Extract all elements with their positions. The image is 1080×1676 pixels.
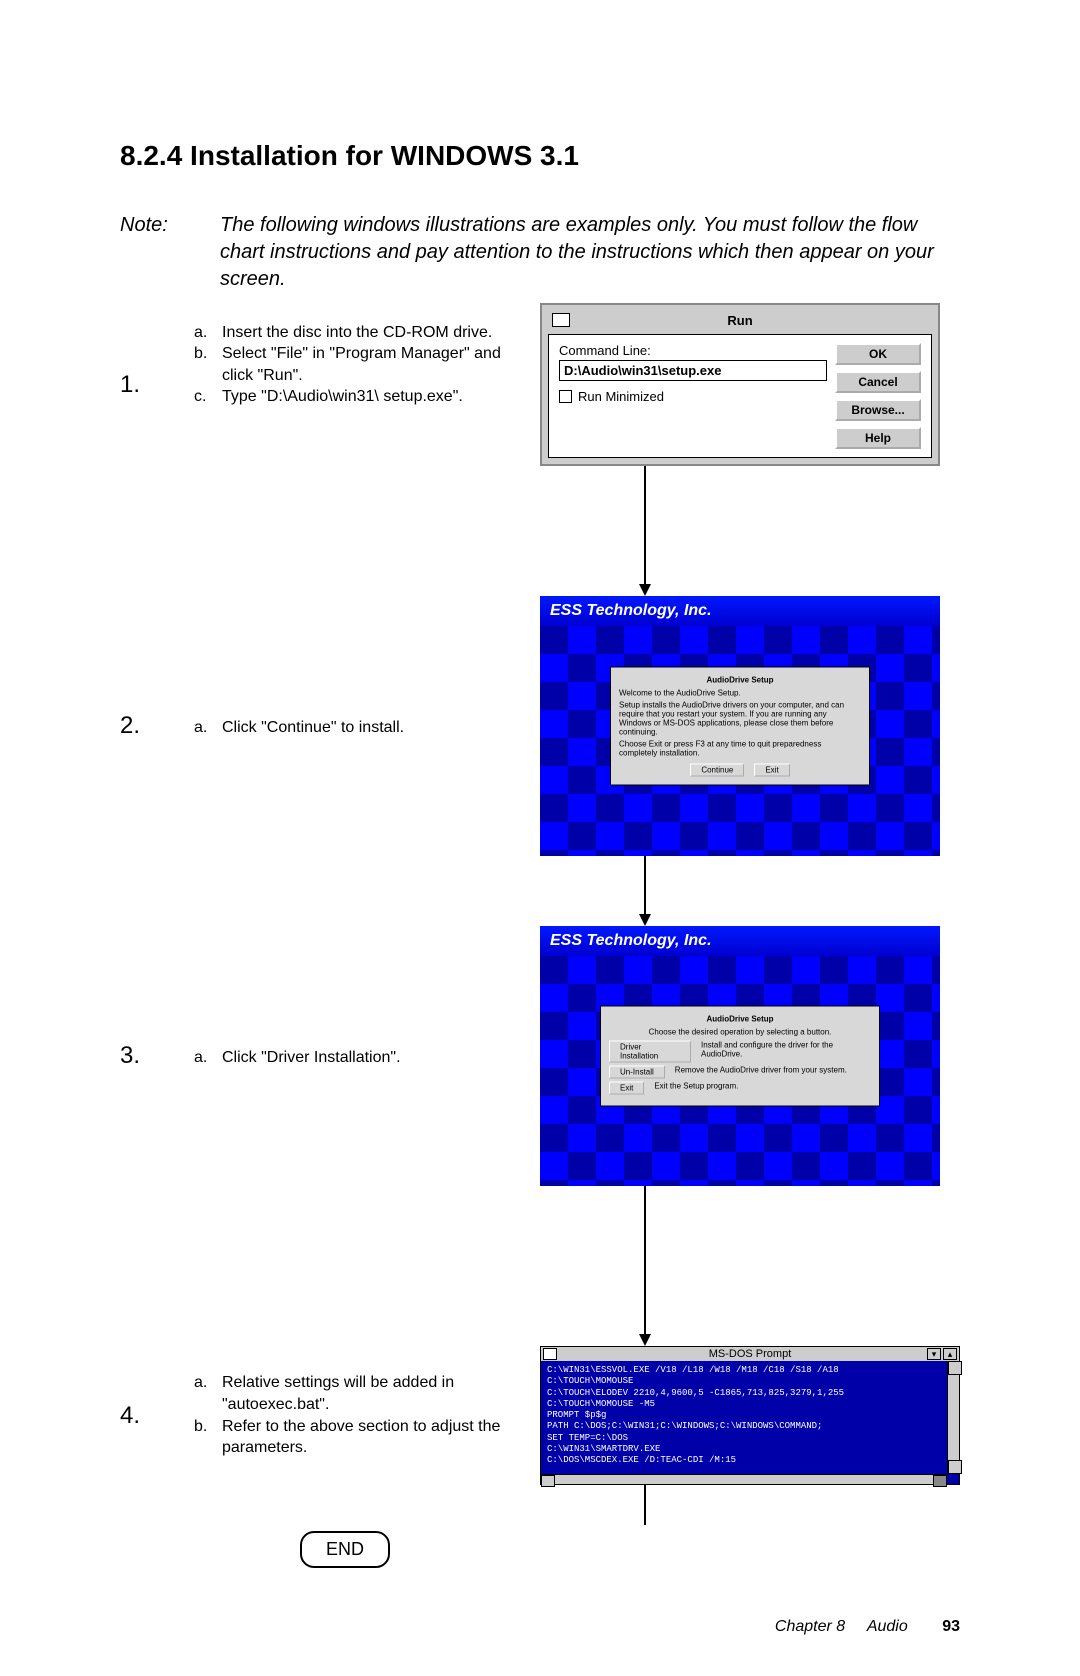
step-number: 2. <box>120 596 160 856</box>
note-label: Note: <box>120 212 190 293</box>
command-line-label: Command Line: <box>559 343 827 358</box>
connector <box>330 1485 960 1525</box>
sysmenu-icon[interactable] <box>552 313 570 327</box>
maximize-icon[interactable]: ▴ <box>943 1348 957 1360</box>
minimize-icon[interactable]: ▾ <box>927 1348 941 1360</box>
section-title: 8.2.4 Installation for WINDOWS 3.1 <box>120 140 960 172</box>
connector <box>330 1186 960 1346</box>
step-4-box: a.Relative settings will be added in "au… <box>180 1360 520 1470</box>
connector <box>330 466 960 596</box>
run-minimized-checkbox[interactable] <box>559 390 572 403</box>
ess-dialog-2: AudioDrive Setup Choose the desired oper… <box>600 1006 880 1107</box>
ess-setup-screenshot-1: ESS Technology, Inc. AudioDrive Setup We… <box>540 596 940 856</box>
browse-button[interactable]: Browse... <box>835 399 921 421</box>
step-number: 1. <box>120 303 160 466</box>
horizontal-scrollbar[interactable] <box>541 1474 947 1484</box>
sysmenu-icon[interactable] <box>543 1348 557 1360</box>
driver-installation-button[interactable]: Driver Installation <box>609 1041 691 1063</box>
uninstall-button[interactable]: Un-Install <box>609 1066 665 1079</box>
page-footer: Chapter 8 Audio 93 <box>120 1618 960 1636</box>
note-text: The following windows illustrations are … <box>220 212 960 293</box>
step-1-box: a.Insert the disc into the CD-ROM drive.… <box>180 310 520 460</box>
command-line-input[interactable]: D:\Audio\win31\setup.exe <box>559 360 827 381</box>
step-number: 4. <box>120 1346 160 1485</box>
exit-button[interactable]: Exit <box>609 1082 644 1095</box>
step-3-box: a.Click "Driver Installation". <box>180 1031 520 1081</box>
step-number: 3. <box>120 926 160 1186</box>
continue-button[interactable]: Continue <box>690 764 744 777</box>
run-minimized-label: Run Minimized <box>578 389 664 404</box>
dos-output: C:\WIN31\ESSVOL.EXE /V18 /L18 /W18 /M18 … <box>541 1361 959 1484</box>
dos-prompt: MS-DOS Prompt▾▴ C:\WIN31\ESSVOL.EXE /V18… <box>540 1346 960 1485</box>
step-2-box: a.Click "Continue" to install. <box>180 701 520 751</box>
run-dialog: Run Command Line: D:\Audio\win31\setup.e… <box>540 303 940 466</box>
vertical-scrollbar[interactable] <box>947 1361 959 1474</box>
ok-button[interactable]: OK <box>835 343 921 365</box>
cancel-button[interactable]: Cancel <box>835 371 921 393</box>
exit-button[interactable]: Exit <box>754 764 789 777</box>
ess-setup-screenshot-2: ESS Technology, Inc. AudioDrive Setup Ch… <box>540 926 940 1186</box>
flowchart: 1. a.Insert the disc into the CD-ROM dri… <box>120 303 960 1568</box>
end-terminator: END <box>300 1531 390 1568</box>
note-block: Note: The following windows illustration… <box>120 212 960 293</box>
help-button[interactable]: Help <box>835 427 921 449</box>
connector <box>330 856 960 926</box>
ess-dialog-1: AudioDrive Setup Welcome to the AudioDri… <box>610 667 870 786</box>
